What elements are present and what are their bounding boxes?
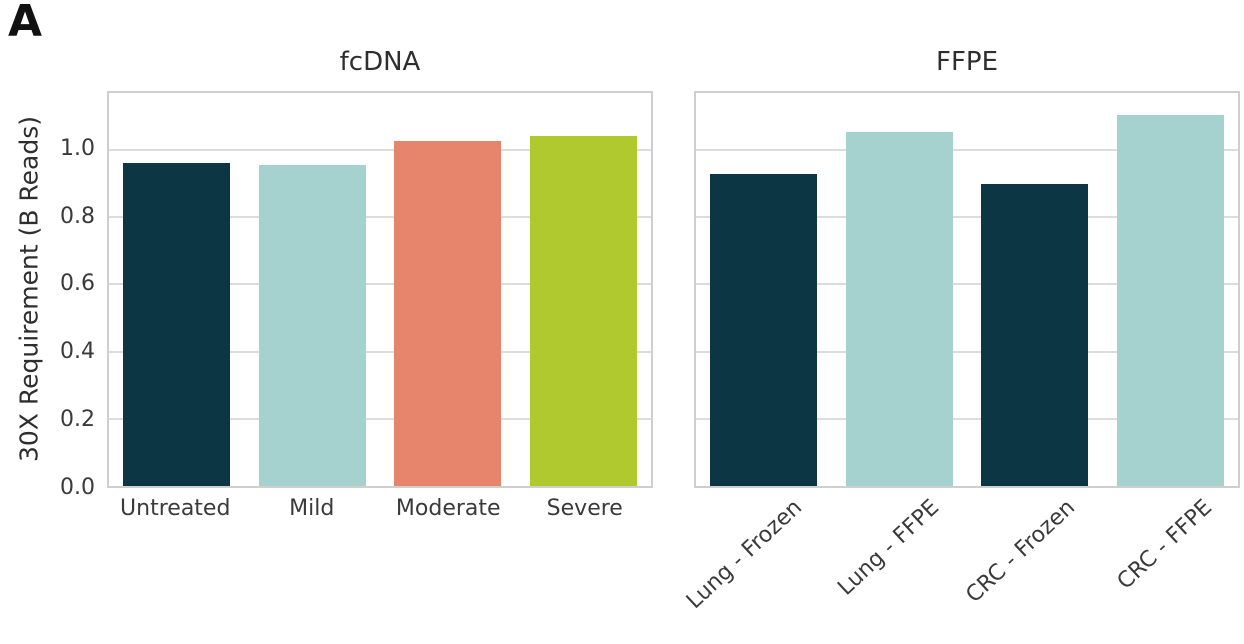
gridline [696,149,1238,152]
gridline [109,417,651,420]
x-tick-label-moderate: Moderate [395,496,501,521]
x-tick-label-untreated: Untreated [120,496,231,521]
bar-crc-ffpe [1116,115,1224,486]
gridline [696,417,1238,420]
bar-mild [258,164,366,486]
x-tick-label-severe: Severe [546,496,623,521]
y-tick-label: 0.4 [60,339,95,365]
gridline [696,350,1238,353]
gridline [109,149,651,152]
y-tick-label: 0.8 [60,203,95,229]
y-tick-label: 0.2 [60,407,95,433]
x-tick-label-lung-ffpe: Lung - FFPE [833,495,944,601]
bar-severe [529,136,637,486]
gridline [696,283,1238,286]
y-tick-labels: 0.0 0.2 0.4 0.6 0.8 1.0 [0,91,95,500]
panel-label: A [8,0,43,47]
gridline [109,350,651,353]
x-tick-label-crc-ffpe: CRC - FFPE [1112,495,1217,595]
chart-title-fcdna: fcDNA [339,47,421,77]
y-tick-label: 0.6 [60,271,95,297]
gridline [696,216,1238,219]
x-tick-label-lung-frozen: Lung - Frozen [682,495,808,615]
plot-area-ffpe [694,91,1240,488]
x-tick-label-mild: Mild [289,496,335,521]
bar-crc-frozen [981,183,1089,486]
bar-lung-frozen [710,174,818,486]
plot-area-fcdna [107,91,653,488]
bar-lung-ffpe [845,131,953,486]
bar-untreated [123,162,231,486]
x-tick-labels-fcdna: Untreated Mild Moderate Severe [107,496,653,644]
x-tick-label-crc-frozen: CRC - Frozen [961,495,1081,609]
gridline [109,216,651,219]
y-tick-label: 0.0 [60,475,95,500]
chart-title-ffpe: FFPE [935,47,999,77]
gridline [109,283,651,286]
y-tick-label: 1.0 [60,135,95,161]
bar-moderate [394,140,502,486]
x-tick-labels-ffpe: Lung - Frozen Lung - FFPE CRC - Frozen CRC … [682,495,1240,644]
